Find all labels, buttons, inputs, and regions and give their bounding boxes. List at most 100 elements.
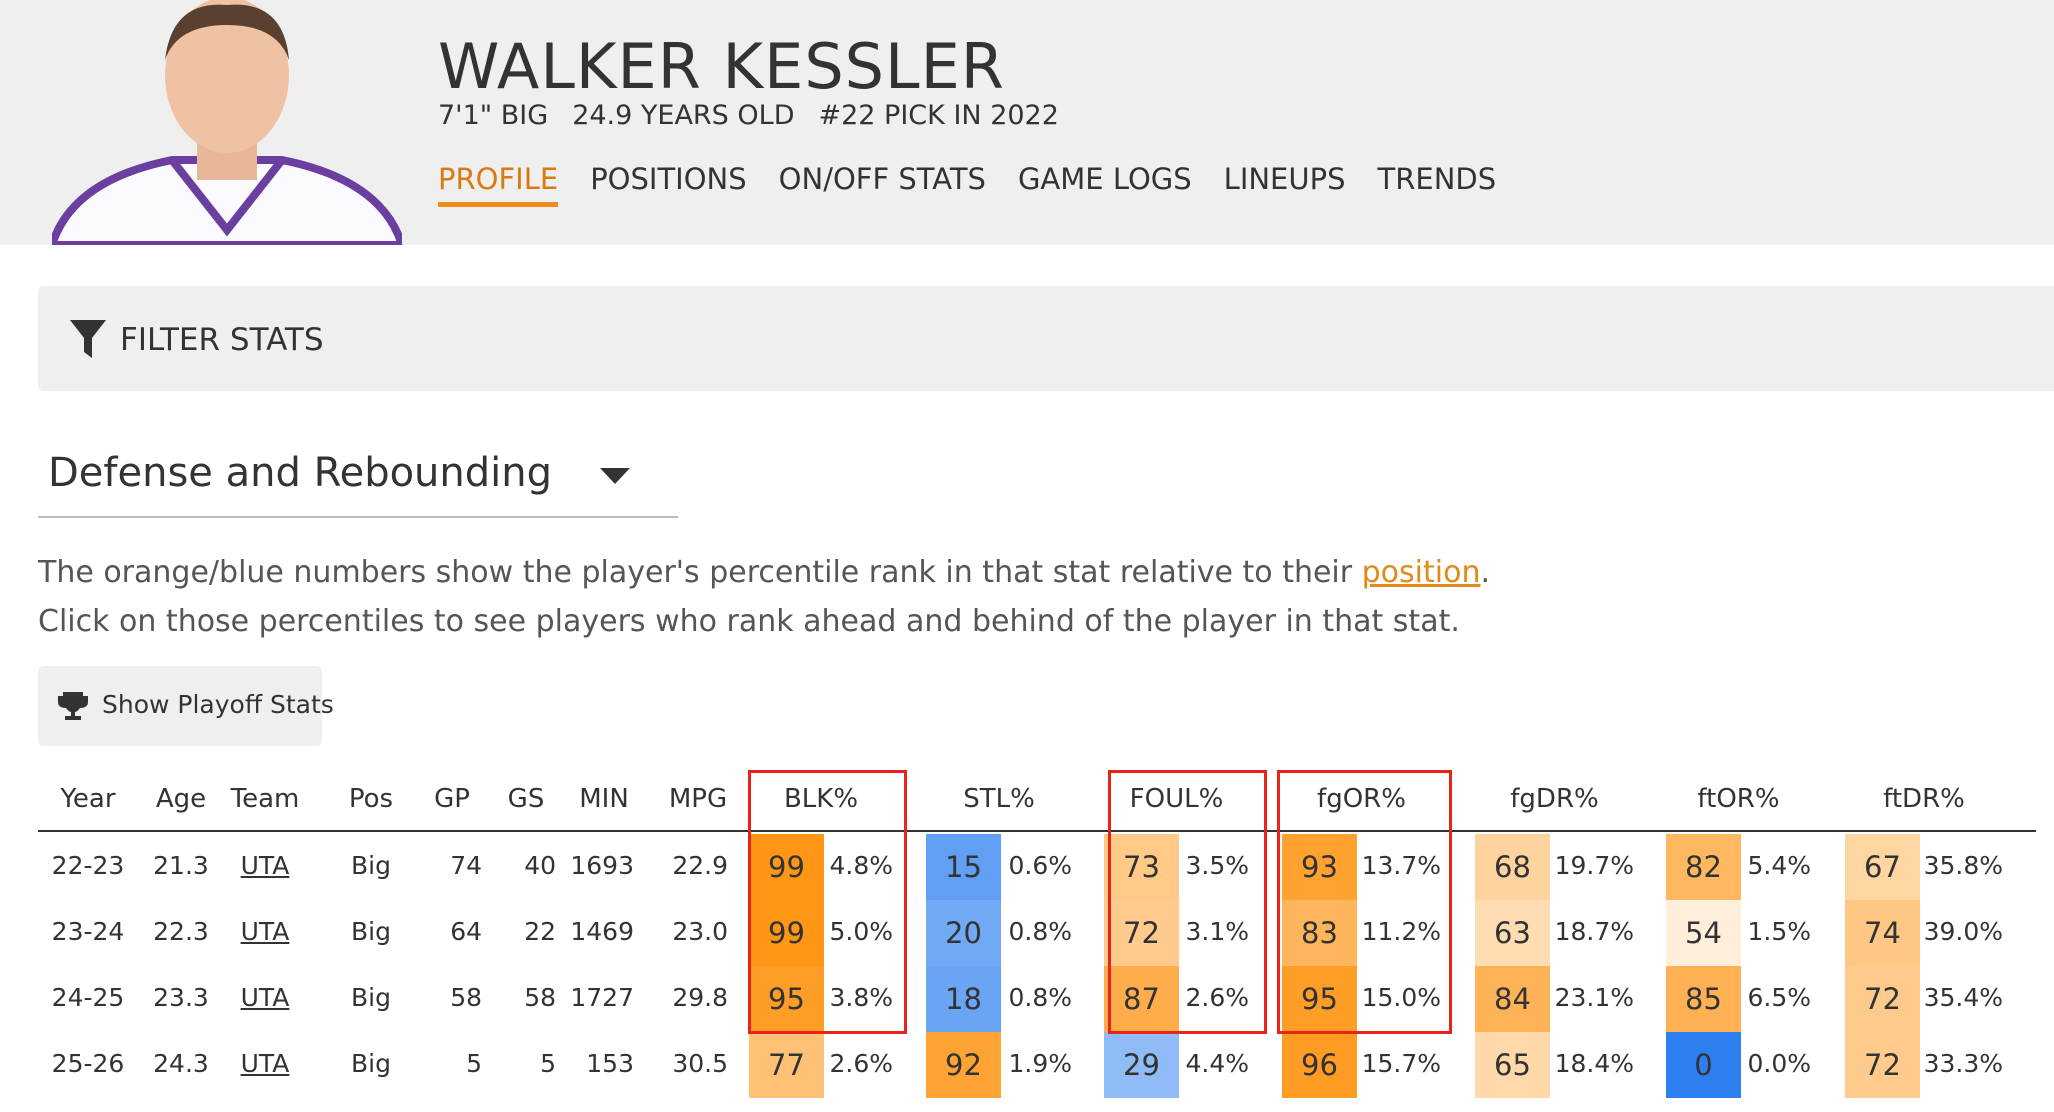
table-cell: 5 — [540, 1049, 556, 1078]
table-cell: 64 — [450, 917, 482, 946]
stat-value: 4.4% — [1185, 1049, 1249, 1078]
stat-value: 1.9% — [1008, 1049, 1072, 1078]
table-cell: 22-23 — [51, 851, 125, 880]
percentile-cell[interactable]: 68 — [1475, 834, 1550, 900]
stat-value: 5.0% — [829, 917, 893, 946]
bio-item: #22 PICK IN 2022 — [818, 100, 1059, 131]
percentile-cell[interactable]: 84 — [1475, 966, 1550, 1032]
team-link[interactable]: UTA — [240, 917, 290, 946]
nav-tab[interactable]: TRENDS — [1377, 162, 1497, 196]
percentile-cell[interactable]: 54 — [1666, 900, 1741, 966]
percentile-cell[interactable]: 85 — [1666, 966, 1741, 1032]
column-header[interactable]: ftOR% — [1697, 784, 1780, 814]
percentile-cell[interactable]: 72 — [1845, 966, 1920, 1032]
table-cell: 21.3 — [153, 851, 209, 880]
player-bio: 7'1" BIG 24.9 YEARS OLD #22 PICK IN 2022 — [438, 100, 1083, 131]
team-link[interactable]: UTA — [240, 983, 290, 1012]
stat-value: 0.6% — [1008, 851, 1072, 880]
nav-tab[interactable]: GAME LOGS — [1017, 162, 1192, 196]
nav-tab[interactable]: PROFILE — [438, 162, 559, 207]
filter-bar[interactable] — [38, 286, 2054, 391]
stat-value: 3.8% — [829, 983, 893, 1012]
percentile-cell[interactable]: 92 — [926, 1032, 1001, 1098]
percentile-cell[interactable]: 77 — [749, 1032, 824, 1098]
percentile-cell[interactable]: 67 — [1845, 834, 1920, 900]
table-cell: 25-26 — [51, 1049, 125, 1078]
table-cell: 23-24 — [51, 917, 125, 946]
percentile-cell[interactable]: 82 — [1666, 834, 1741, 900]
stat-value: 15.7% — [1361, 1049, 1441, 1078]
dropdown-arrow[interactable] — [600, 468, 630, 486]
percentile-cell[interactable]: 63 — [1475, 900, 1550, 966]
profile-header — [0, 0, 2054, 245]
table-cell: 29.8 — [672, 983, 728, 1012]
percentile-cell[interactable]: 72 — [1104, 900, 1179, 966]
table-cell: 153 — [586, 1049, 634, 1078]
playoff-button[interactable] — [38, 666, 322, 746]
percentile-cell[interactable]: 95 — [749, 966, 824, 1032]
column-header[interactable]: FOUL% — [1129, 784, 1224, 814]
column-header[interactable]: Team — [230, 784, 300, 814]
percentile-cell[interactable]: 87 — [1104, 966, 1179, 1032]
percentile-cell[interactable]: 29 — [1104, 1032, 1179, 1098]
bio-item: 24.9 YEARS OLD — [572, 100, 795, 131]
filter-icon — [70, 320, 106, 358]
percentile-cell[interactable]: 18 — [926, 966, 1001, 1032]
column-header[interactable]: GS — [507, 784, 545, 814]
percentile-cell[interactable]: 96 — [1282, 1032, 1357, 1098]
nav-tabs: PROFILE POSITIONS ON/OFF STATS GAME LOGS LIN… — [438, 162, 1528, 207]
table-cell: 74 — [450, 851, 482, 880]
percentile-cell[interactable]: 93 — [1282, 834, 1357, 900]
percentile-cell[interactable]: 0 — [1666, 1032, 1741, 1098]
percentile-cell[interactable]: 83 — [1282, 900, 1357, 966]
filter-label[interactable]: FILTER STATS — [120, 322, 324, 358]
stat-value: 39.0% — [1923, 917, 2003, 946]
team-link[interactable]: UTA — [240, 851, 290, 880]
player-photo — [52, 0, 402, 245]
description-line: The orange/blue numbers show the player'… — [38, 555, 1490, 590]
table-cell: 1693 — [570, 851, 634, 880]
column-header[interactable]: MPG — [668, 784, 728, 814]
percentile-cell[interactable]: 74 — [1845, 900, 1920, 966]
stat-value: 0.8% — [1008, 983, 1072, 1012]
highlight-box — [1277, 770, 1452, 1034]
column-header[interactable]: Age — [155, 784, 207, 814]
table-header-rule — [38, 830, 2036, 832]
percentile-cell[interactable]: 72 — [1845, 1032, 1920, 1098]
playoff-button-label[interactable]: Show Playoff Stats — [102, 690, 334, 719]
table-cell: Big — [351, 851, 391, 880]
percentile-cell[interactable]: 20 — [926, 900, 1001, 966]
stat-value: 2.6% — [1185, 983, 1249, 1012]
column-header[interactable]: Year — [60, 784, 116, 814]
percentile-cell[interactable]: 15 — [926, 834, 1001, 900]
description-line: Click on those percentiles to see player… — [38, 604, 1460, 639]
stat-dropdown[interactable]: Defense and Rebounding — [48, 450, 553, 496]
stat-value: 13.7% — [1361, 851, 1441, 880]
percentile-cell[interactable]: 95 — [1282, 966, 1357, 1032]
team-link[interactable]: UTA — [240, 1049, 290, 1078]
column-header[interactable]: Pos — [348, 784, 394, 814]
column-header[interactable]: fgDR% — [1510, 784, 1599, 814]
column-header[interactable]: GP — [434, 784, 470, 814]
stat-value: 5.4% — [1747, 851, 1811, 880]
percentile-cell[interactable]: 73 — [1104, 834, 1179, 900]
column-header[interactable]: fgOR% — [1317, 784, 1406, 814]
nav-tab[interactable]: ON/OFF STATS — [778, 162, 986, 196]
table-cell: Big — [351, 917, 391, 946]
percentile-cell[interactable]: 99 — [749, 900, 824, 966]
stat-value: 18.7% — [1554, 917, 1634, 946]
nav-tab[interactable]: POSITIONS — [590, 162, 747, 196]
column-header[interactable]: BLK% — [783, 784, 859, 814]
column-header[interactable]: STL% — [963, 784, 1035, 814]
dropdown-underline — [38, 516, 678, 518]
player-name: WALKER KESSLER — [438, 30, 1005, 103]
position-link[interactable]: position — [1361, 555, 1481, 590]
percentile-cell[interactable]: 99 — [749, 834, 824, 900]
percentile-cell[interactable]: 65 — [1475, 1032, 1550, 1098]
stat-value: 35.8% — [1923, 851, 2003, 880]
nav-tab[interactable]: LINEUPS — [1223, 162, 1346, 196]
table-cell: 23.3 — [153, 983, 209, 1012]
column-header[interactable]: MIN — [579, 784, 629, 814]
column-header[interactable]: ftDR% — [1883, 784, 1965, 814]
